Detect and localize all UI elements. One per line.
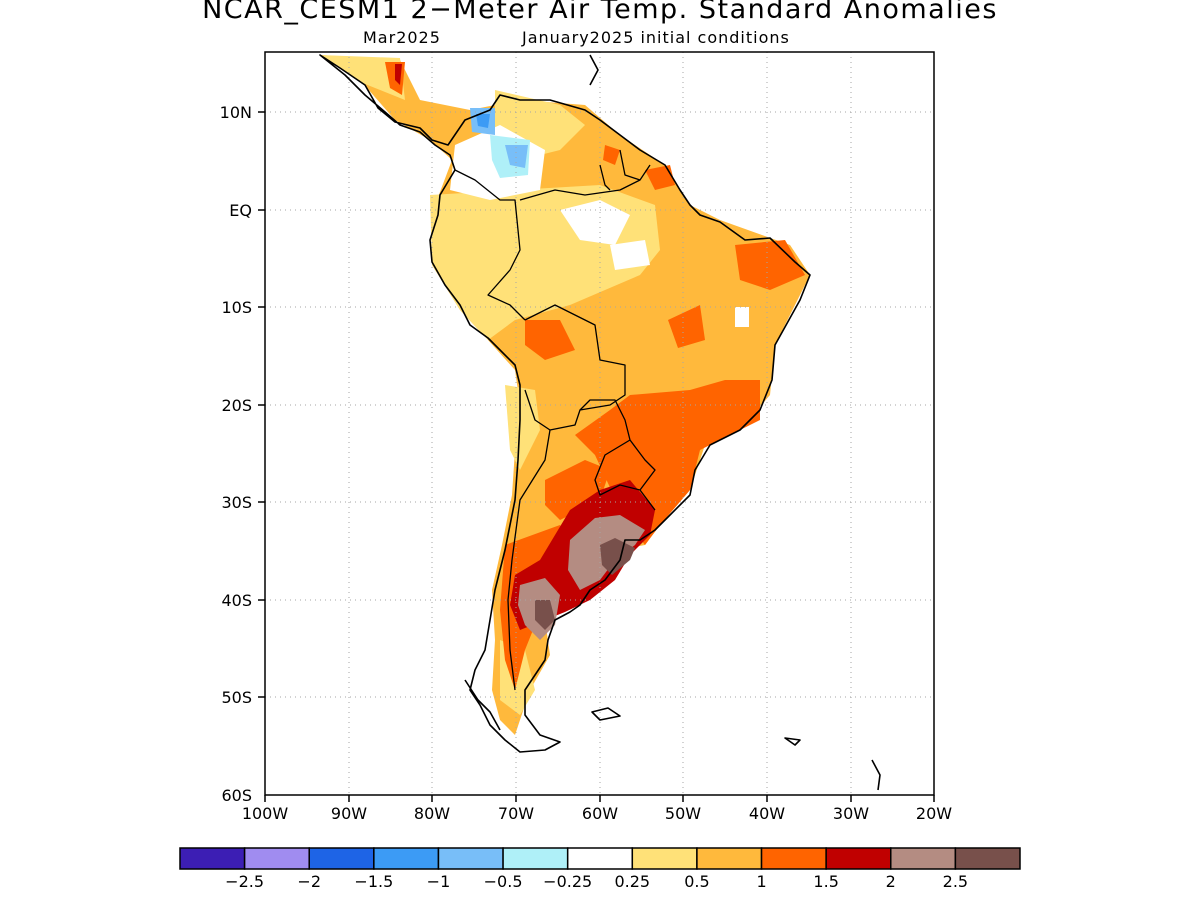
colorbar-swatch (437, 847, 504, 870)
colorbar-label: −0.25 (543, 872, 592, 891)
lon-label: 80W (414, 804, 450, 823)
colorbar-swatch (954, 847, 1021, 870)
lat-label: 60S (221, 786, 252, 805)
map-title: NCAR_CESM1 2−Meter Air Temp. Standard An… (202, 0, 998, 25)
lon-label: 100W (242, 804, 289, 823)
colorbar-label: −2 (297, 872, 321, 891)
colorbar-label: 2 (886, 872, 896, 891)
colorbar-swatch (566, 847, 634, 870)
latitude-labels: 10N EQ 10S 20S 30S 40S 50S 60S (220, 103, 252, 805)
longitude-labels: 100W 90W 80W 70W 60W 50W 40W 30W 20W (242, 804, 952, 823)
colorbar-label: −2.5 (225, 872, 264, 891)
colorbar-label: −1.5 (354, 872, 393, 891)
colorbar-label: 0.25 (614, 872, 650, 891)
colorbar-label: 2.5 (943, 872, 968, 891)
colorbar-swatch (760, 847, 827, 870)
colorbar-swatch (308, 847, 375, 870)
colorbar-swatch (179, 847, 246, 870)
colorbar-swatch (243, 847, 310, 870)
lon-label: 50W (665, 804, 701, 823)
lat-label: 30S (221, 493, 252, 512)
axis-ticks (258, 111, 935, 802)
lon-label: 40W (749, 804, 785, 823)
lon-label: 20W (916, 804, 952, 823)
colorbar-swatch (631, 847, 698, 870)
colorbar-label: −1 (427, 872, 451, 891)
anomaly-field (320, 55, 810, 735)
colorbar-swatch (373, 847, 440, 870)
lat-label: 10S (221, 298, 252, 317)
coastlines (319, 54, 881, 791)
colorbar-swatch (890, 847, 957, 870)
valid-month-label: Mar2025 (363, 28, 441, 47)
lon-label: 70W (498, 804, 534, 823)
lat-label: 50S (221, 688, 252, 707)
lat-label: 40S (221, 591, 252, 610)
lat-label: 10N (220, 103, 252, 122)
colorbar-label: 1.5 (813, 872, 838, 891)
country-borders (454, 149, 656, 691)
colorbar-label: 0.5 (684, 872, 709, 891)
lat-label: EQ (229, 201, 252, 220)
colorbar-swatch (502, 847, 569, 870)
colorbar-swatch (825, 847, 892, 870)
lon-label: 90W (331, 804, 367, 823)
lon-label: 60W (582, 804, 618, 823)
colorbar: −2.5 −2 −1.5 −1 −0.5 −0.25 0.25 0.5 1 1.5 2 2.5 (179, 847, 1021, 891)
colorbar-label: 1 (756, 872, 766, 891)
lon-label: 30W (833, 804, 869, 823)
colorbar-swatch (696, 847, 763, 870)
lat-label: 20S (221, 396, 252, 415)
colorbar-label: −0.5 (484, 872, 523, 891)
init-conditions-label: January2025 initial conditions (522, 28, 790, 47)
